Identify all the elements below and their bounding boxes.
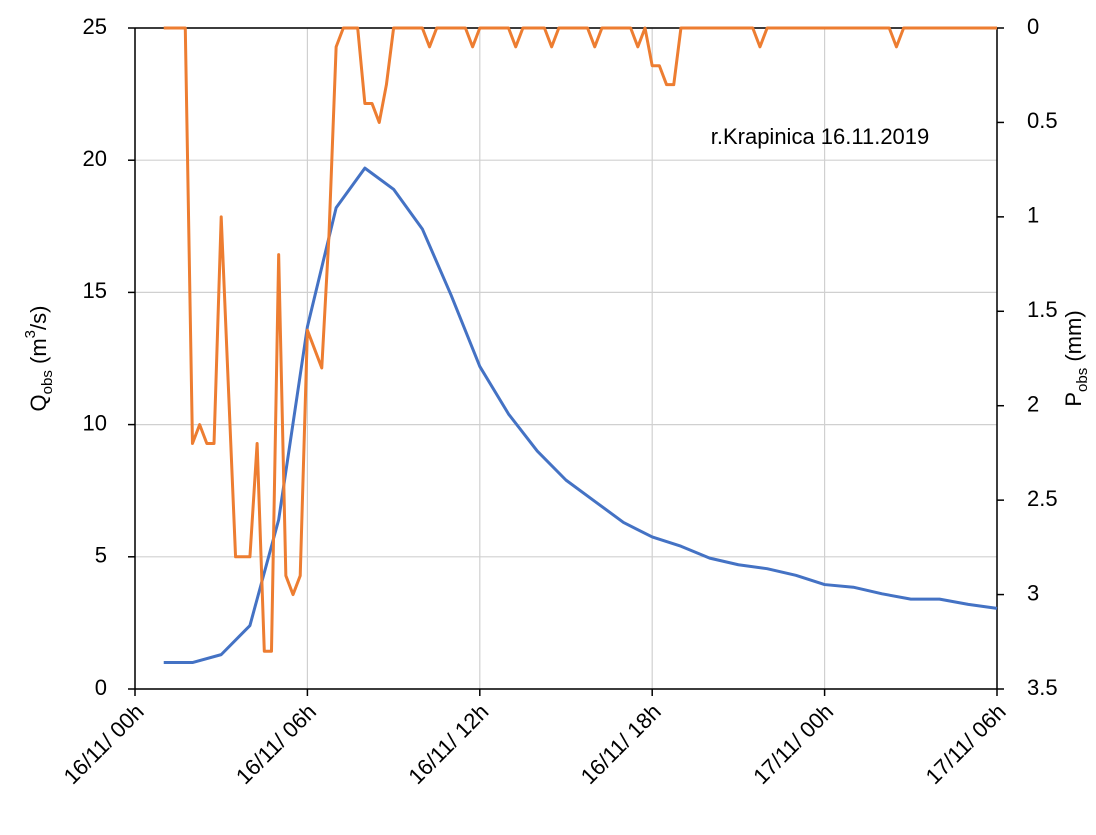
label-part: /s) xyxy=(26,306,51,330)
y-tick-label: 20 xyxy=(83,146,107,171)
y2-tick-label: 0.5 xyxy=(1027,108,1058,133)
x-tick-label: 16/11/ 18h xyxy=(576,699,666,789)
label-part: obs xyxy=(39,370,56,394)
y-tick-label: 5 xyxy=(95,543,107,568)
label-part: obs xyxy=(1074,368,1091,392)
y-tick-label: 25 xyxy=(83,14,107,39)
y-tick-label: 15 xyxy=(83,278,107,303)
x-tick-label: 16/11/ 12h xyxy=(403,699,493,789)
y2-tick-label: 0 xyxy=(1027,14,1039,39)
label-part: (m xyxy=(26,338,51,370)
y2-tick-label: 2.5 xyxy=(1027,486,1058,511)
data-line xyxy=(163,166,998,665)
annotation: r.Krapinica 16.11.2019 xyxy=(711,124,930,149)
label-part: 3 xyxy=(22,330,39,338)
data-line xyxy=(163,26,997,653)
label-part: (mm) xyxy=(1061,310,1086,367)
x-tick-label: 17/11/ 00h xyxy=(748,699,838,789)
y-tick-label: 10 xyxy=(83,410,107,435)
y2-tick-label: 3 xyxy=(1027,580,1039,605)
y-axis-label: Qobs (m3/s) xyxy=(22,306,56,412)
y2-tick-label: 3.5 xyxy=(1027,675,1058,700)
y2-axis-label: Pobs (mm) xyxy=(1061,310,1092,406)
y-tick-label: 0 xyxy=(95,675,107,700)
label-part: P xyxy=(1061,392,1086,407)
y2-tick-label: 1.5 xyxy=(1027,297,1058,322)
y2-tick-label: 2 xyxy=(1027,392,1039,417)
label-part: Q xyxy=(26,394,51,411)
x-tick-label: 16/11/ 06h xyxy=(231,699,321,789)
x-tick-label: 17/11/ 06h xyxy=(921,699,1011,789)
y2-tick-label: 1 xyxy=(1027,203,1039,228)
x-tick-label: 16/11/ 00h xyxy=(59,699,149,789)
